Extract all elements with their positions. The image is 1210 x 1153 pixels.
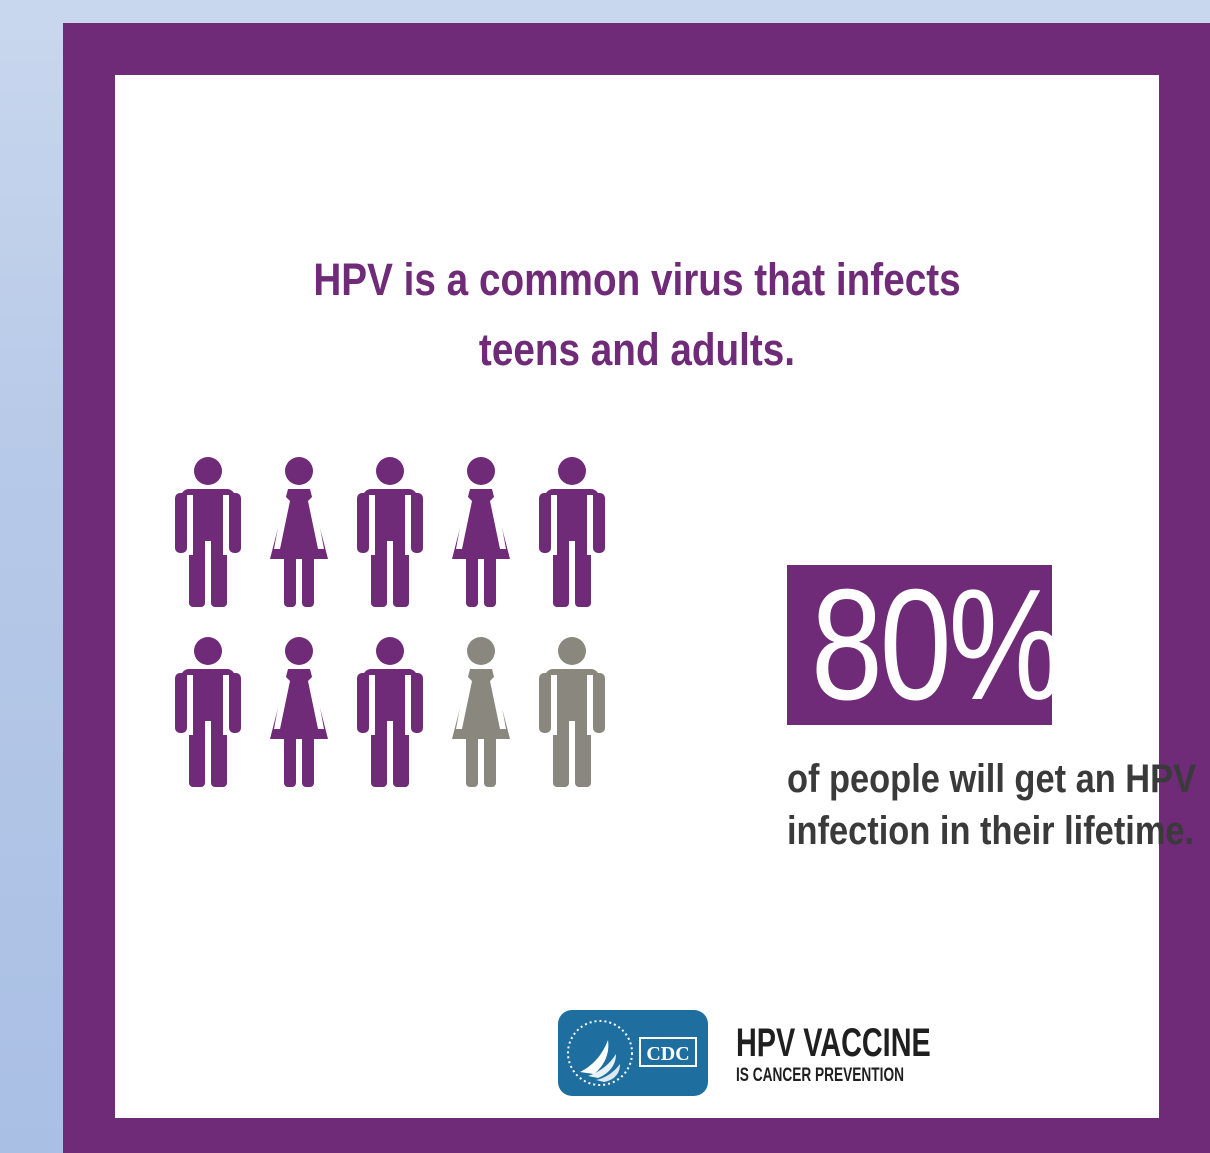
headline-line-2: teens and adults. (478, 324, 796, 375)
female-figure-icon (448, 455, 514, 645)
tagline: HPV VACCINE IS CANCER PREVENTION (736, 1023, 1006, 1087)
male-figure-icon (175, 635, 241, 825)
cdc-logo: CDC (558, 1010, 708, 1096)
male-figure-icon (539, 455, 605, 645)
stat-caption: of people will get an HPV infection in t… (787, 753, 1200, 857)
stat-caption-line-1: of people will get an HPV (787, 757, 1197, 801)
stat-value: 80% (810, 557, 1064, 733)
tagline-title: HPV VACCINE (736, 1021, 931, 1065)
stat-caption-line-2: infection in their lifetime. (787, 809, 1195, 853)
headline: HPV is a common virus that infects teens… (188, 245, 1086, 385)
hhs-seal-ring (567, 1020, 633, 1086)
cdc-logo-text: CDC (646, 1043, 689, 1065)
male-figure-icon (175, 455, 241, 645)
male-figure-icon (357, 455, 423, 645)
purple-frame: HPV is a common virus that infects teens… (63, 23, 1210, 1153)
female-figure-icon (448, 635, 514, 825)
female-figure-icon (266, 635, 332, 825)
female-figure-icon (266, 455, 332, 645)
stat-box: 80% (787, 557, 1064, 733)
tagline-subtitle: IS CANCER PREVENTION (736, 1065, 904, 1086)
infographic-panel: HPV is a common virus that infects teens… (115, 75, 1196, 1118)
male-figure-icon (539, 635, 605, 825)
cdc-box (639, 1037, 697, 1067)
hhs-eagle-icon (580, 1040, 609, 1074)
headline-line-1: HPV is a common virus that infects (313, 254, 961, 305)
male-figure-icon (357, 635, 423, 825)
